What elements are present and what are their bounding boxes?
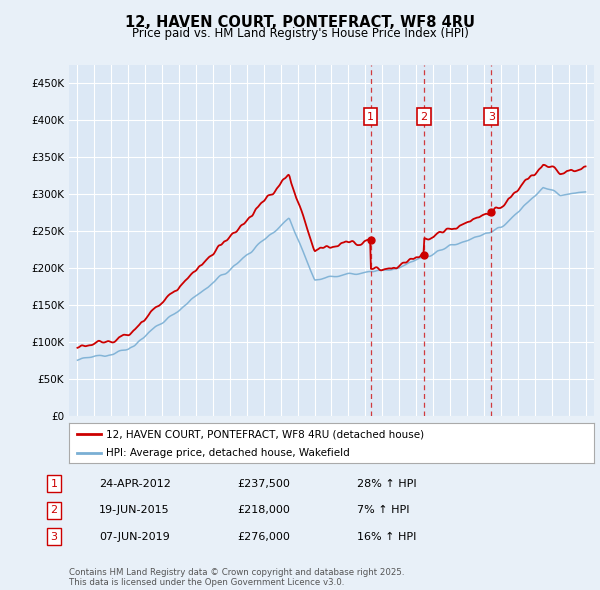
Text: Contains HM Land Registry data © Crown copyright and database right 2025.
This d: Contains HM Land Registry data © Crown c… bbox=[69, 568, 404, 587]
Text: 7% ↑ HPI: 7% ↑ HPI bbox=[357, 506, 409, 515]
Text: 12, HAVEN COURT, PONTEFRACT, WF8 4RU: 12, HAVEN COURT, PONTEFRACT, WF8 4RU bbox=[125, 15, 475, 30]
Text: £218,000: £218,000 bbox=[237, 506, 290, 515]
Text: 19-JUN-2015: 19-JUN-2015 bbox=[99, 506, 170, 515]
Text: 07-JUN-2019: 07-JUN-2019 bbox=[99, 532, 170, 542]
Text: £276,000: £276,000 bbox=[237, 532, 290, 542]
Text: 2: 2 bbox=[421, 112, 428, 122]
Text: 16% ↑ HPI: 16% ↑ HPI bbox=[357, 532, 416, 542]
Text: 28% ↑ HPI: 28% ↑ HPI bbox=[357, 479, 416, 489]
Text: 12, HAVEN COURT, PONTEFRACT, WF8 4RU (detached house): 12, HAVEN COURT, PONTEFRACT, WF8 4RU (de… bbox=[106, 430, 424, 440]
Text: £237,500: £237,500 bbox=[237, 479, 290, 489]
Text: HPI: Average price, detached house, Wakefield: HPI: Average price, detached house, Wake… bbox=[106, 448, 349, 458]
Text: 24-APR-2012: 24-APR-2012 bbox=[99, 479, 171, 489]
Text: 3: 3 bbox=[50, 532, 58, 542]
Text: Price paid vs. HM Land Registry's House Price Index (HPI): Price paid vs. HM Land Registry's House … bbox=[131, 27, 469, 40]
Text: 2: 2 bbox=[50, 506, 58, 515]
Text: 3: 3 bbox=[488, 112, 495, 122]
Text: 1: 1 bbox=[367, 112, 374, 122]
Text: 1: 1 bbox=[50, 479, 58, 489]
